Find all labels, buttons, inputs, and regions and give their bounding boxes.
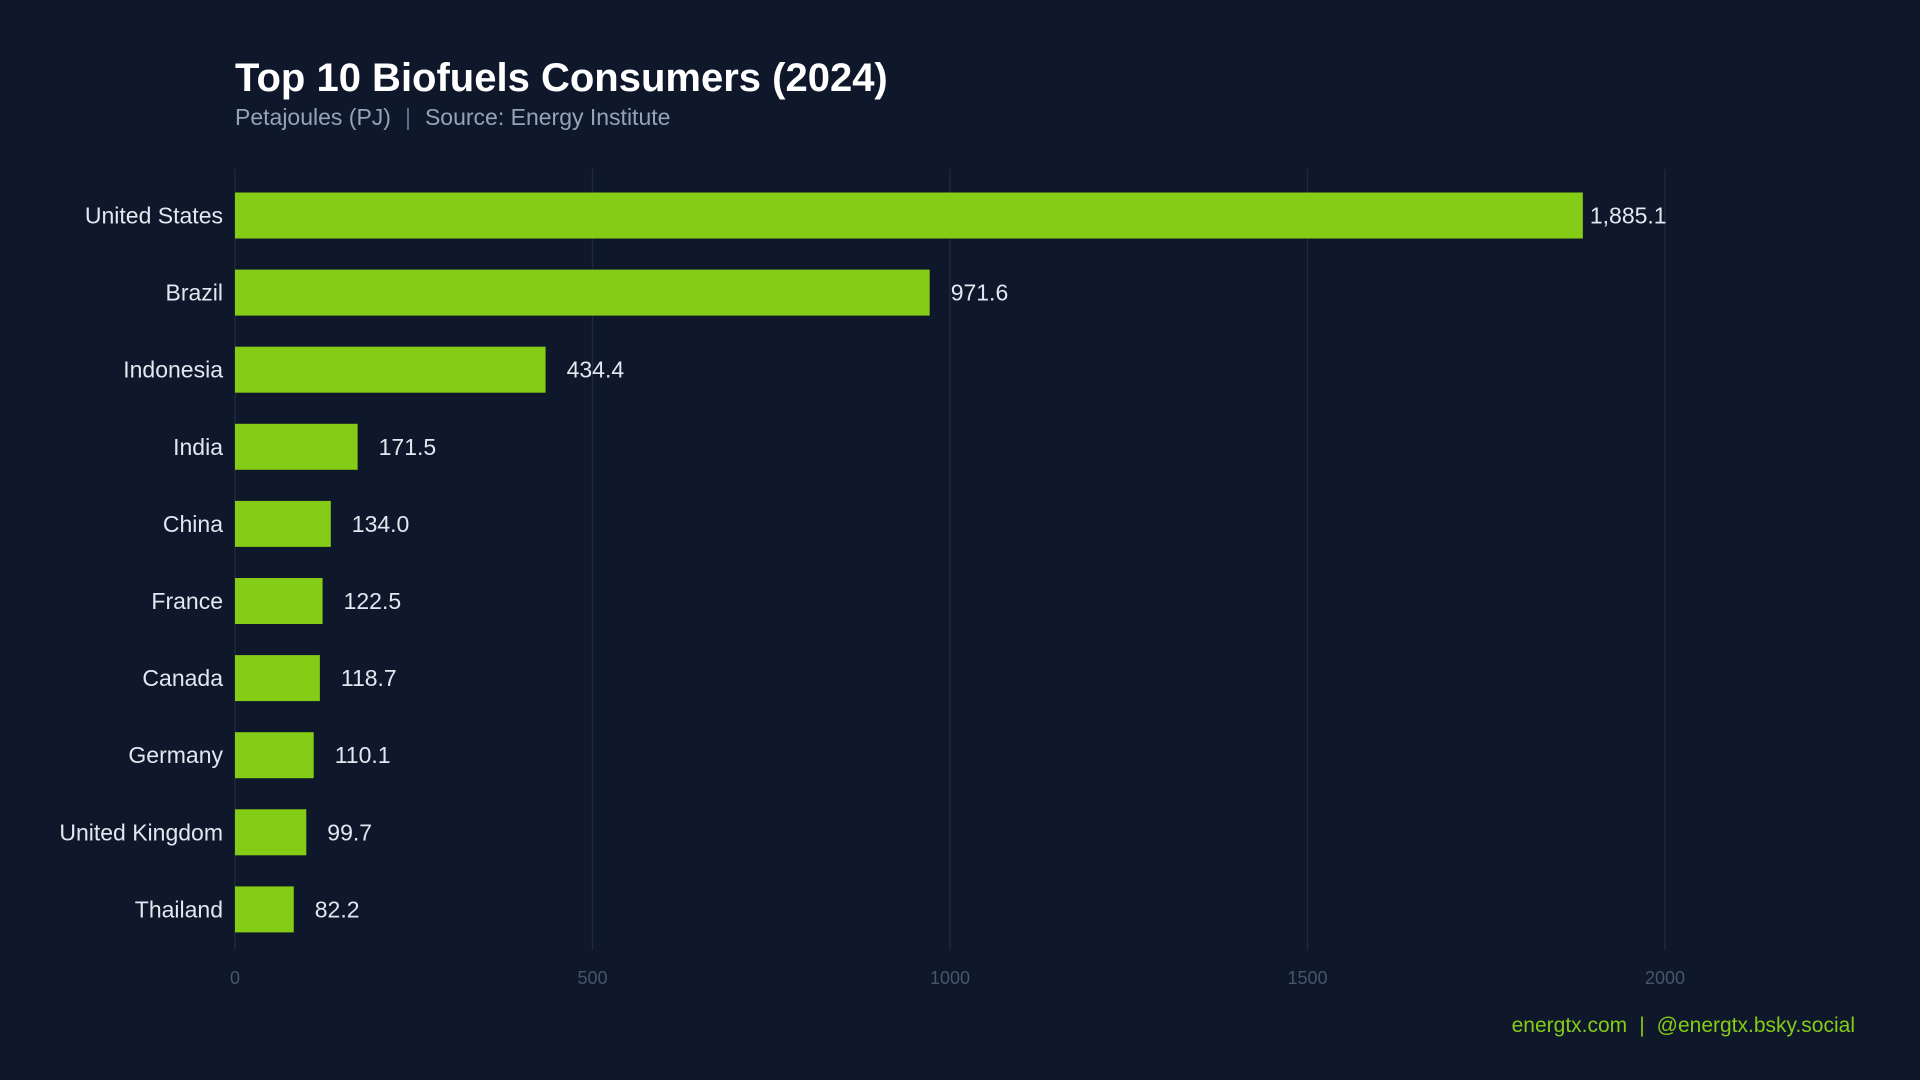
footer: energtx.com | @energtx.bsky.social xyxy=(1512,1014,1855,1038)
data-label: 971.6 xyxy=(951,280,1009,306)
bar xyxy=(235,655,320,702)
bar xyxy=(235,269,930,316)
data-label: 134.0 xyxy=(352,511,410,537)
x-tick-label: 0 xyxy=(230,968,240,988)
bar xyxy=(235,500,331,547)
bar xyxy=(235,578,323,624)
social-handle[interactable]: @energtx.bsky.social xyxy=(1656,1014,1855,1037)
bar xyxy=(235,346,546,393)
chart-title: Top 10 Biofuels Consumers (2024) xyxy=(235,56,888,100)
data-label: 118.7 xyxy=(341,665,397,691)
data-label: 434.4 xyxy=(567,357,625,383)
bar xyxy=(235,192,1583,239)
bar xyxy=(235,809,307,856)
data-label: 99.7 xyxy=(327,819,372,845)
category-label: Thailand xyxy=(135,896,223,922)
x-tick-label: 500 xyxy=(577,968,607,988)
bar xyxy=(235,886,294,933)
data-label: 1,885.1 xyxy=(1590,203,1667,229)
x-tick-label: 2000 xyxy=(1645,968,1685,988)
x-tick-label: 1500 xyxy=(1287,968,1327,988)
category-label: Germany xyxy=(128,742,223,768)
category-label: India xyxy=(173,434,223,460)
separator: | xyxy=(404,104,411,130)
chart-subtitle: Petajoules (PJ) | Source: Energy Institute xyxy=(235,104,670,131)
bar xyxy=(235,732,314,779)
source-label: Source: Energy Institute xyxy=(424,104,671,130)
category-label: France xyxy=(151,588,223,614)
category-label: United States xyxy=(85,203,223,229)
category-label: China xyxy=(163,511,223,537)
category-label: Brazil xyxy=(165,280,223,306)
category-label: Canada xyxy=(142,665,223,691)
unit-label: Petajoules (PJ) xyxy=(235,104,391,130)
data-label: 110.1 xyxy=(335,742,391,768)
bar xyxy=(235,423,358,470)
data-label: 122.5 xyxy=(344,588,402,614)
data-label: 171.5 xyxy=(379,434,437,460)
category-label: United Kingdom xyxy=(59,819,223,845)
x-tick-label: 1000 xyxy=(930,968,970,988)
website-link[interactable]: energtx.com xyxy=(1511,1014,1628,1037)
data-label: 82.2 xyxy=(315,896,360,922)
category-label: Indonesia xyxy=(123,357,223,383)
separator: | xyxy=(1639,1014,1645,1037)
